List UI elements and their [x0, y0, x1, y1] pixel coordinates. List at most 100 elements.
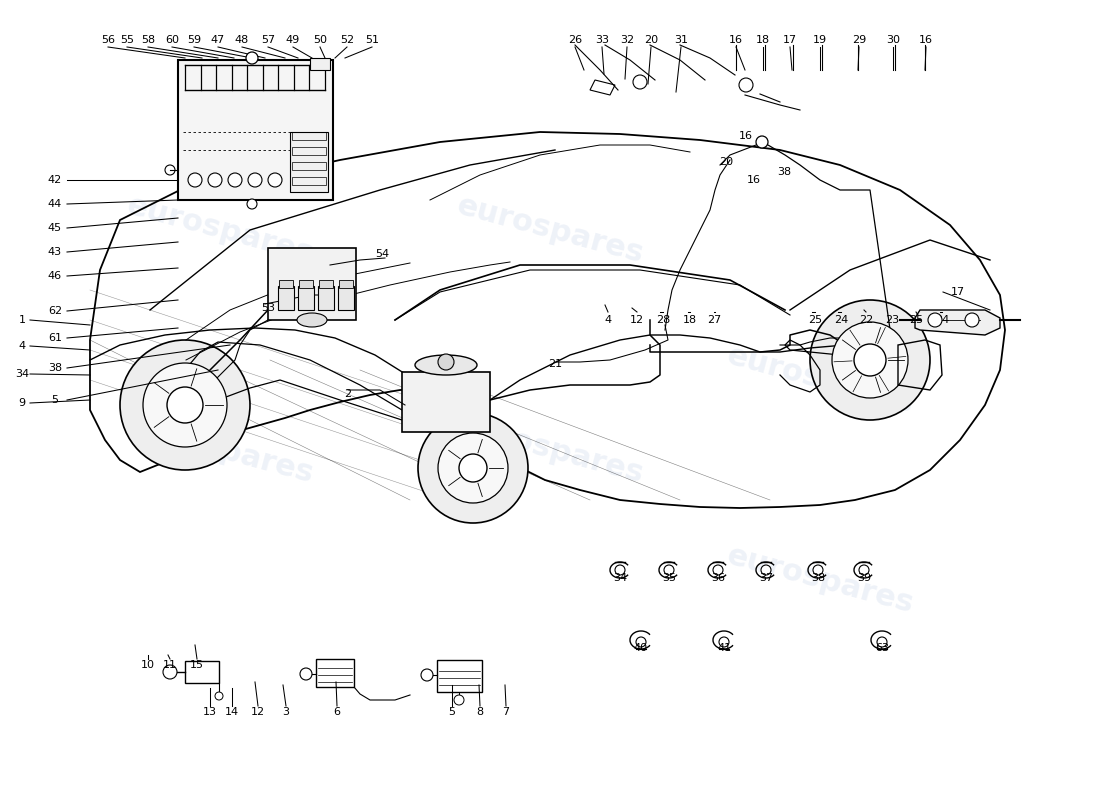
Text: 2: 2	[344, 389, 352, 399]
Text: 58: 58	[141, 35, 155, 45]
Bar	[402, 372, 490, 432]
Circle shape	[854, 344, 886, 376]
Text: 33: 33	[595, 35, 609, 45]
Circle shape	[120, 340, 250, 470]
Text: 5: 5	[449, 707, 455, 717]
Text: 52: 52	[340, 35, 354, 45]
Text: 20: 20	[644, 35, 658, 45]
Text: eurospares: eurospares	[453, 191, 647, 269]
Circle shape	[859, 565, 869, 575]
Text: 17: 17	[950, 287, 965, 297]
Circle shape	[664, 565, 674, 575]
Text: 54: 54	[375, 249, 389, 259]
Bar	[339, 280, 353, 288]
Text: 3: 3	[283, 707, 289, 717]
Bar	[319, 280, 333, 288]
Text: 30: 30	[886, 35, 900, 45]
Circle shape	[163, 665, 177, 679]
Bar	[292, 132, 326, 140]
Bar	[279, 280, 293, 288]
Text: 18: 18	[756, 35, 770, 45]
Circle shape	[438, 433, 508, 503]
Text: 38: 38	[777, 167, 791, 177]
Text: 21: 21	[548, 359, 562, 369]
Circle shape	[167, 387, 204, 423]
Text: 15: 15	[190, 660, 204, 670]
Text: 25: 25	[807, 315, 822, 325]
Circle shape	[965, 313, 979, 327]
Text: 17: 17	[783, 35, 798, 45]
Text: 18: 18	[683, 315, 697, 325]
Bar	[298, 286, 314, 310]
Text: 16: 16	[729, 35, 743, 45]
Text: 31: 31	[674, 35, 688, 45]
Text: 24: 24	[834, 315, 848, 325]
Circle shape	[761, 565, 771, 575]
Text: 56: 56	[101, 35, 116, 45]
Text: eurospares: eurospares	[123, 191, 317, 269]
Text: 44: 44	[48, 199, 62, 209]
Text: 4: 4	[604, 315, 612, 325]
Bar	[292, 177, 326, 185]
Text: 46: 46	[48, 271, 62, 281]
Text: 8: 8	[476, 707, 484, 717]
Text: 20: 20	[719, 157, 733, 167]
Circle shape	[208, 173, 222, 187]
Text: 22: 22	[859, 315, 873, 325]
Bar	[268, 248, 356, 320]
Text: eurospares: eurospares	[724, 341, 916, 419]
Text: 29: 29	[851, 35, 866, 45]
Circle shape	[214, 692, 223, 700]
Text: 39: 39	[857, 573, 871, 583]
Text: 16: 16	[739, 131, 754, 141]
Bar	[178, 60, 333, 200]
Circle shape	[877, 637, 887, 647]
Circle shape	[615, 565, 625, 575]
Text: 57: 57	[261, 35, 275, 45]
Circle shape	[421, 669, 433, 681]
Circle shape	[246, 52, 258, 64]
Text: 24: 24	[935, 315, 949, 325]
Circle shape	[188, 173, 202, 187]
Bar	[278, 286, 294, 310]
Text: 45: 45	[48, 223, 62, 233]
Circle shape	[418, 413, 528, 523]
Text: 34: 34	[613, 573, 627, 583]
Text: 12: 12	[251, 707, 265, 717]
Circle shape	[268, 173, 282, 187]
Text: 34: 34	[15, 369, 29, 379]
Text: 48: 48	[235, 35, 249, 45]
Text: 63: 63	[874, 643, 889, 653]
Circle shape	[454, 695, 464, 705]
Text: 16: 16	[918, 35, 933, 45]
Circle shape	[459, 454, 487, 482]
Text: 41: 41	[717, 643, 732, 653]
Text: 11: 11	[163, 660, 177, 670]
Bar	[437, 660, 482, 692]
Text: 12: 12	[630, 315, 645, 325]
Text: 60: 60	[165, 35, 179, 45]
Text: 43: 43	[48, 247, 62, 257]
Text: 5: 5	[52, 395, 58, 405]
Text: 61: 61	[48, 333, 62, 343]
Circle shape	[713, 565, 723, 575]
Text: 42: 42	[48, 175, 62, 185]
Text: 36: 36	[711, 573, 725, 583]
Ellipse shape	[297, 313, 327, 327]
Circle shape	[248, 199, 257, 209]
Text: eurospares: eurospares	[724, 541, 916, 619]
Text: eurospares: eurospares	[453, 411, 647, 489]
Text: 7: 7	[503, 707, 509, 717]
Text: 23: 23	[884, 315, 899, 325]
Text: 10: 10	[141, 660, 155, 670]
Text: 28: 28	[656, 315, 670, 325]
Bar	[292, 162, 326, 170]
Bar	[310, 58, 330, 70]
Text: 38: 38	[48, 363, 62, 373]
Circle shape	[928, 313, 942, 327]
Bar	[338, 286, 354, 310]
Text: 50: 50	[314, 35, 327, 45]
Text: 13: 13	[204, 707, 217, 717]
Circle shape	[165, 165, 175, 175]
Text: 53: 53	[261, 303, 275, 313]
